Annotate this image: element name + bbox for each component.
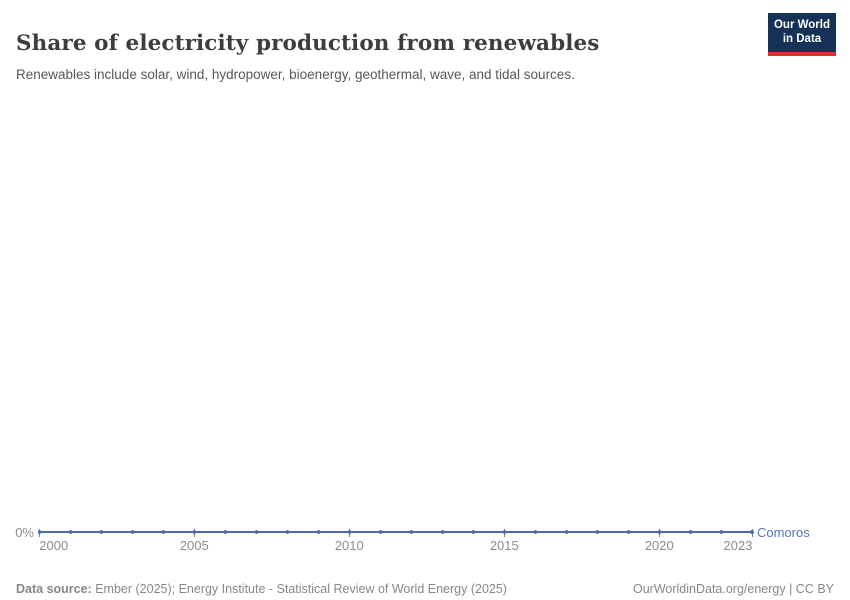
data-point-2012[interactable] (409, 530, 414, 534)
data-point-2008[interactable] (285, 530, 290, 534)
owid-logo-box: Our World in Data (768, 13, 836, 52)
x-axis-tick-2000 (38, 528, 40, 537)
data-point-2011[interactable] (378, 530, 383, 534)
x-axis-tick-2015 (503, 528, 505, 537)
x-axis-tick-2020 (658, 528, 660, 537)
owid-logo-line1: Our World (773, 19, 830, 31)
data-point-2004[interactable] (161, 530, 166, 534)
x-axis-label-2010: 2010 (334, 538, 364, 553)
x-axis-label-2005: 2005 (179, 538, 209, 553)
data-source-label: Data source: (16, 581, 92, 596)
data-point-2017[interactable] (564, 530, 569, 534)
owid-logo-line2: in Data (782, 32, 822, 45)
data-point-2013[interactable] (440, 530, 445, 534)
data-point-2021[interactable] (688, 530, 693, 534)
data-point-2022[interactable] (719, 530, 724, 534)
data-point-2009[interactable] (316, 530, 321, 534)
data-source-note: Data source: Ember (2025); Energy Instit… (16, 581, 576, 597)
x-axis-tick-2010 (348, 528, 350, 537)
owid-logo-accent-bar (768, 52, 836, 56)
x-axis-label-2023: 2023 (723, 538, 753, 553)
owid-logo[interactable]: Our World in Data (768, 13, 836, 56)
x-axis-tick-2005 (193, 528, 195, 537)
chart-title: Share of electricity production from ren… (16, 31, 600, 57)
chart-subtitle: Renewables include solar, wind, hydropow… (16, 66, 575, 82)
data-point-2003[interactable] (130, 530, 135, 534)
y-axis-zero-label: 0% (15, 525, 34, 540)
x-axis-label-2015: 2015 (489, 538, 519, 553)
data-point-2001[interactable] (68, 530, 73, 534)
data-point-2002[interactable] (99, 530, 104, 534)
x-axis-label-2020: 2020 (644, 538, 674, 553)
series-label-comoros[interactable]: Comoros (757, 524, 810, 540)
data-point-2019[interactable] (626, 530, 631, 534)
attribution-link[interactable]: OurWorldinData.org/energy | CC BY (632, 581, 834, 596)
data-point-2014[interactable] (471, 530, 476, 534)
data-point-2007[interactable] (254, 530, 259, 534)
data-point-2006[interactable] (223, 530, 228, 534)
data-source-text: Ember (2025); Energy Institute - Statist… (91, 581, 507, 596)
x-axis-label-2000: 2000 (39, 538, 69, 553)
data-point-2016[interactable] (533, 530, 538, 534)
data-line-comoros[interactable] (39, 531, 753, 533)
x-axis-tick-2023 (751, 528, 753, 537)
data-point-2018[interactable] (595, 530, 600, 534)
